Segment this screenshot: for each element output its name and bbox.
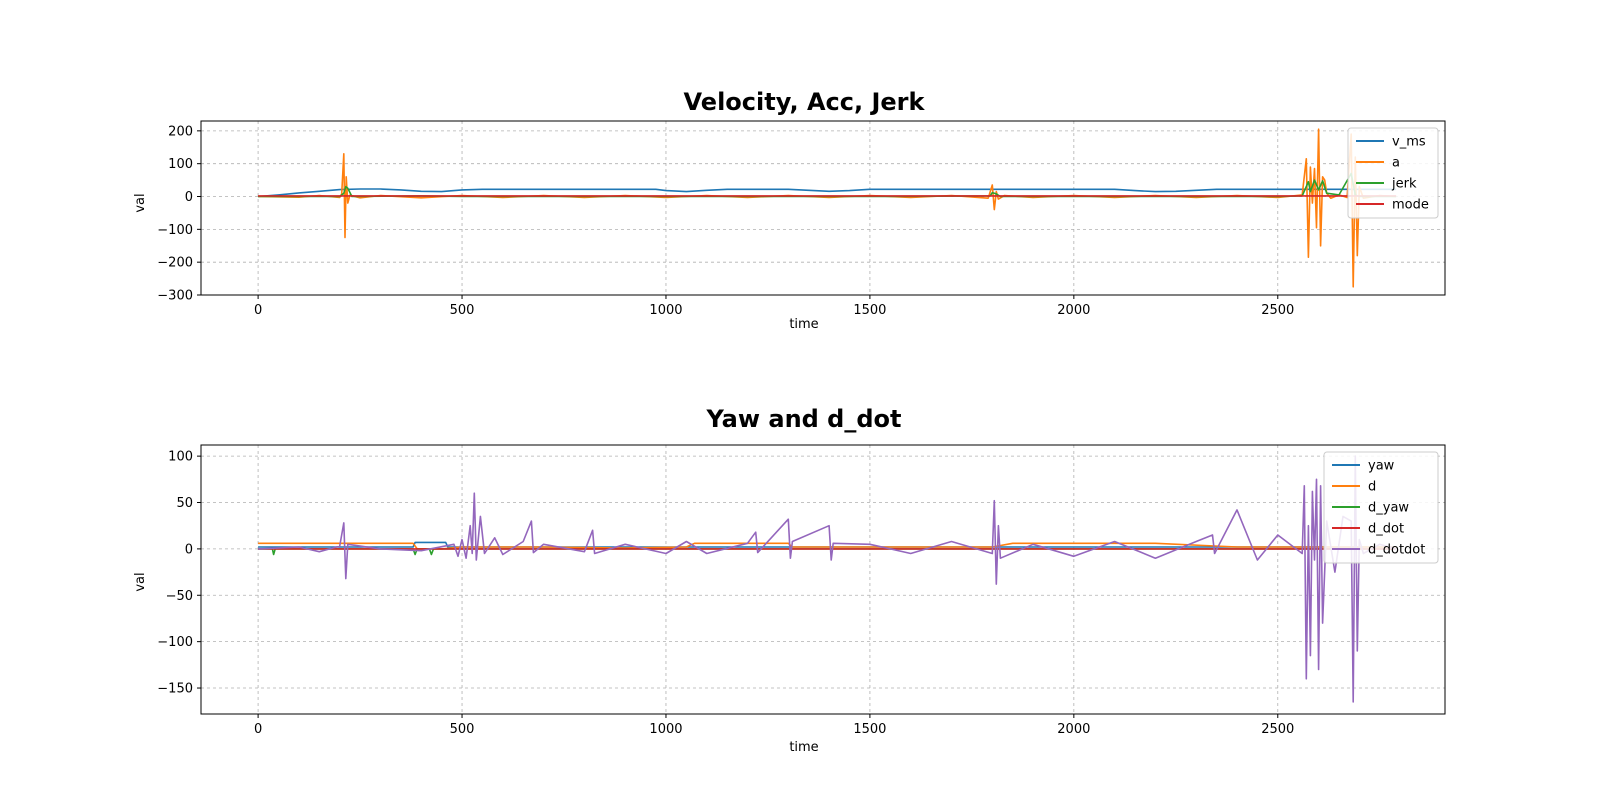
x-tick-label: 2000	[1057, 303, 1090, 318]
x-tick-label: 0	[254, 722, 262, 737]
legend-label: d_yaw	[1368, 501, 1409, 516]
legend-label: v_ms	[1392, 135, 1426, 150]
chart-yaw-and-d-dot: Yaw and d_dot time val 0 500 1000 1500 2000 2…	[133, 405, 1446, 755]
y-tick-label: 100	[168, 157, 193, 172]
y-tick-label: 200	[168, 124, 193, 139]
x-tick-label: 2500	[1261, 722, 1294, 737]
x-tick-label: 500	[450, 303, 475, 318]
y-axis-label: val	[133, 193, 148, 212]
chart-title: Velocity, Acc, Jerk	[684, 88, 926, 116]
y-tick-label: −100	[157, 223, 193, 238]
x-axis-label: time	[789, 740, 818, 755]
series-line-d-dotdot	[258, 455, 1397, 703]
series-group	[258, 128, 1397, 288]
legend-label: jerk	[1391, 177, 1417, 192]
y-tick-label: −50	[166, 589, 193, 604]
plot-frame	[200, 120, 1446, 296]
legend-box	[1323, 451, 1439, 564]
legend-label: a	[1392, 156, 1400, 171]
chart-title: Yaw and d_dot	[705, 405, 901, 433]
y-tick-label: −100	[157, 635, 193, 650]
x-tick-label: 2500	[1261, 303, 1294, 318]
y-tick-label: −300	[157, 289, 193, 304]
x-tick-label: 1000	[649, 722, 682, 737]
x-tick-label: 1000	[649, 303, 682, 318]
x-axis-label: time	[789, 317, 818, 332]
y-tick-label: −150	[157, 682, 193, 697]
legend: yaw d d_yaw d_dot d_dotdot	[1323, 451, 1439, 564]
y-tick-label: 0	[185, 190, 193, 205]
legend-label: d_dotdot	[1368, 543, 1425, 558]
y-tick-label: 0	[185, 542, 193, 557]
series-group	[258, 455, 1397, 703]
chart-velocity-acc-jerk: Velocity, Acc, Jerk time val 0 500 1000 150…	[133, 88, 1446, 332]
x-tick-label: 0	[254, 303, 262, 318]
legend-label: mode	[1392, 198, 1429, 213]
legend-label: d_dot	[1368, 522, 1404, 537]
x-tick-label: 1500	[853, 722, 886, 737]
plot-frame	[200, 444, 1446, 715]
legend-label: yaw	[1368, 459, 1395, 474]
y-tick-label: 50	[176, 496, 193, 511]
y-tick-label: 100	[168, 450, 193, 465]
y-tick-label: −200	[157, 256, 193, 271]
series-line-v-ms	[258, 188, 1397, 198]
x-tick-label: 500	[450, 722, 475, 737]
legend: v_msa jerk mode	[1347, 127, 1439, 219]
y-axis-label: val	[133, 572, 148, 591]
legend-label: d	[1368, 480, 1376, 495]
x-tick-label: 1500	[853, 303, 886, 318]
legend-box	[1347, 127, 1439, 219]
x-tick-label: 2000	[1057, 722, 1090, 737]
